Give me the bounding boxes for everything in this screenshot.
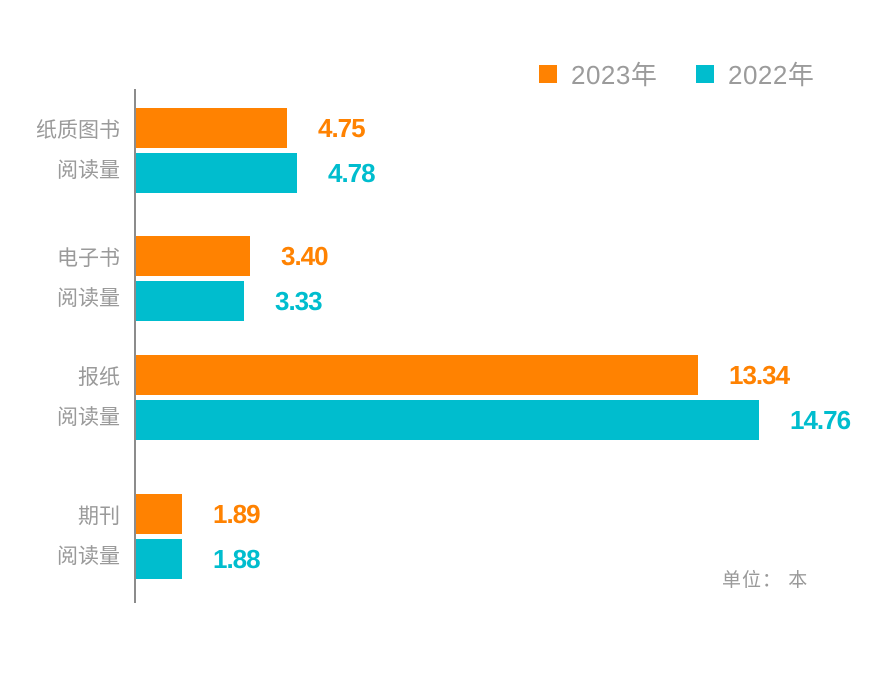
value-label-2022-ebooks: 3.33: [275, 285, 323, 316]
category-label-line: 电子书: [57, 247, 120, 270]
value-label-2022-paper-books: 4.78: [328, 157, 376, 188]
bar-2023-paper-books[interactable]: [136, 108, 287, 148]
bar-row: 13.34: [136, 355, 790, 395]
value-label-2023-ebooks: 3.40: [281, 240, 329, 271]
category-label-paper-books: 纸质图书 阅读量: [0, 111, 120, 191]
bar-2022-newspapers[interactable]: [136, 400, 759, 440]
bar-2022-paper-books[interactable]: [136, 153, 297, 193]
bar-row: 4.75: [136, 108, 366, 148]
category-label-line: 纸质图书: [36, 119, 120, 142]
category-label-line: 报纸: [78, 366, 120, 389]
unit-note: 单位： 本: [722, 570, 809, 591]
bar-row: 1.89: [136, 494, 261, 534]
category-label-newspapers: 报纸 阅读量: [0, 358, 120, 438]
y-axis-line: [134, 89, 136, 603]
bar-row: 1.88: [136, 539, 261, 579]
category-label-line: 阅读量: [57, 287, 120, 310]
bar-row: 4.78: [136, 153, 376, 193]
legend-label-2022: 2022年: [728, 60, 815, 90]
category-label-line: 期刊: [78, 505, 120, 528]
value-label-2023-periodicals: 1.89: [213, 498, 261, 529]
bar-row: 3.33: [136, 281, 323, 321]
category-label-line: 阅读量: [57, 545, 120, 568]
bar-2023-ebooks[interactable]: [136, 236, 250, 276]
value-label-2022-newspapers: 14.76: [790, 404, 851, 435]
bar-2023-newspapers[interactable]: [136, 355, 698, 395]
bar-row: 14.76: [136, 400, 851, 440]
bar-2022-periodicals[interactable]: [136, 539, 182, 579]
category-label-line: 阅读量: [57, 159, 120, 182]
legend-swatch-2022-icon: [696, 64, 714, 83]
legend-item-2023[interactable]: 2023年: [539, 55, 657, 92]
value-label-2023-paper-books: 4.75: [318, 112, 366, 143]
legend-label-2023: 2023年: [571, 60, 658, 90]
category-label-periodicals: 期刊 阅读量: [0, 497, 120, 577]
value-label-2022-periodicals: 1.88: [213, 543, 261, 574]
bar-2022-ebooks[interactable]: [136, 281, 244, 321]
category-label-ebooks: 电子书 阅读量: [0, 239, 120, 319]
bar-row: 3.40: [136, 236, 329, 276]
category-label-line: 阅读量: [57, 406, 120, 429]
legend-swatch-2023-icon: [539, 64, 557, 83]
legend-item-2022[interactable]: 2022年: [696, 55, 814, 92]
value-label-2023-newspapers: 13.34: [729, 359, 790, 390]
bar-2023-periodicals[interactable]: [136, 494, 182, 534]
